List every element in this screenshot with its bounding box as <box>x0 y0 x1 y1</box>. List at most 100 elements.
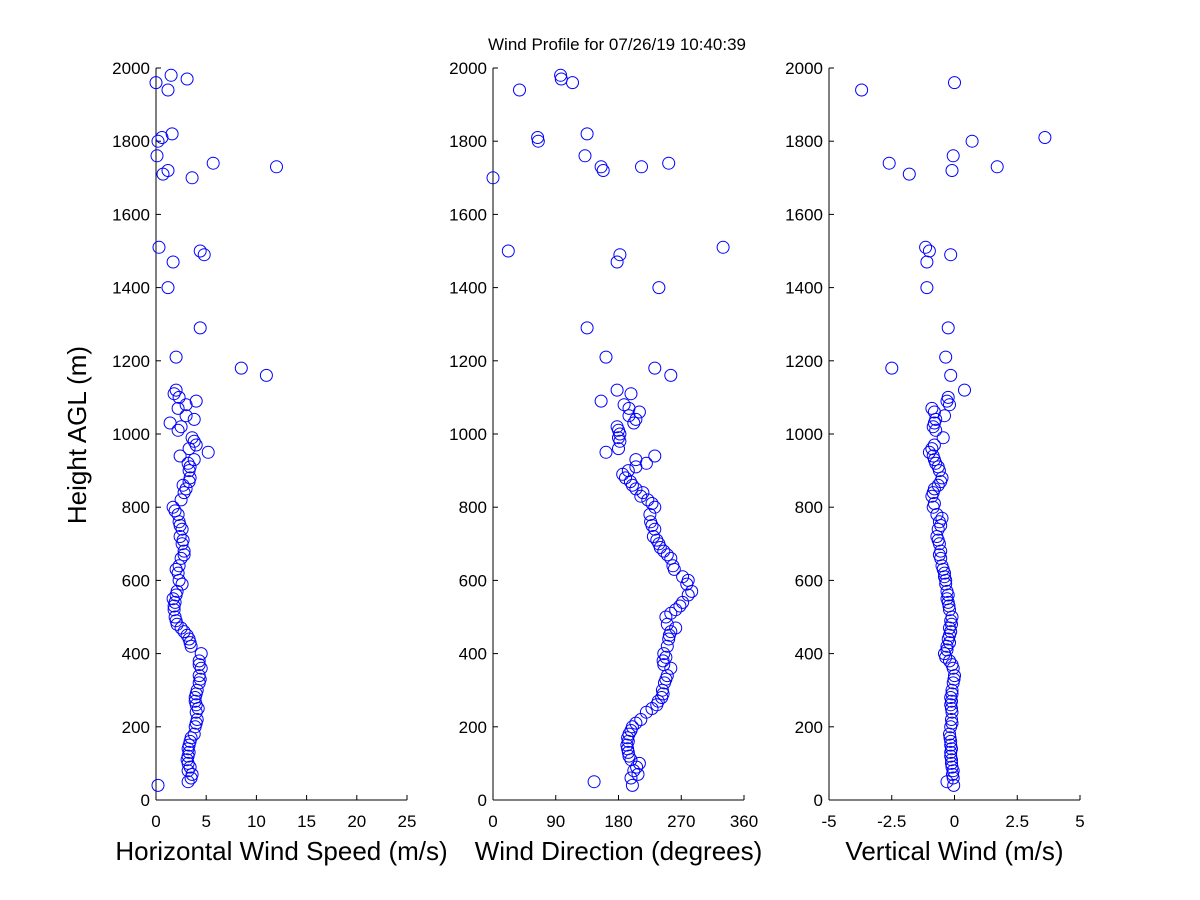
data-point-vertical <box>990 160 1004 174</box>
y-tick-label: 1800 <box>449 132 487 151</box>
data-point-direction <box>648 449 662 463</box>
data-point-vertical <box>958 383 971 397</box>
data-point-vertical <box>932 515 946 529</box>
y-tick-label: 800 <box>122 498 150 517</box>
data-point-direction <box>662 156 676 170</box>
data-point-speed <box>187 412 201 426</box>
data-point-speed <box>192 654 206 668</box>
y-tick-label: 1800 <box>785 132 823 151</box>
data-point-direction <box>641 493 655 507</box>
y-tick-label: 400 <box>122 645 150 664</box>
data-point-vertical <box>935 471 949 485</box>
data-point-direction <box>664 606 678 620</box>
data-point-speed <box>174 551 188 565</box>
data-point-direction <box>622 401 636 415</box>
x-tick-label: 5 <box>201 812 210 831</box>
data-point-direction <box>625 778 639 792</box>
x-tick-label: 0 <box>950 812 959 831</box>
data-point-speed <box>201 445 215 459</box>
data-point-speed <box>181 456 195 470</box>
data-point-speed <box>192 669 206 683</box>
data-point-direction <box>623 475 637 489</box>
data-point-direction <box>578 149 592 163</box>
data-point-speed <box>192 658 206 672</box>
data-point-speed <box>169 383 183 397</box>
data-point-vertical <box>947 778 961 792</box>
data-point-speed <box>176 533 190 547</box>
data-point-direction <box>625 478 639 492</box>
data-point-vertical <box>927 438 941 452</box>
data-point-speed <box>170 584 184 598</box>
y-tick-label: 800 <box>459 498 487 517</box>
data-point-speed <box>177 544 191 558</box>
data-point-speed <box>165 127 179 141</box>
y-tick-label: 0 <box>814 791 823 810</box>
data-point-speed <box>174 621 188 635</box>
data-point-vertical <box>932 464 946 478</box>
data-point-vertical <box>945 705 959 719</box>
data-point-speed <box>171 401 185 415</box>
data-point-direction <box>629 716 643 730</box>
data-point-speed <box>166 500 180 514</box>
data-point-speed <box>168 595 182 609</box>
data-point-speed <box>193 321 207 335</box>
data-point-vertical <box>944 749 958 763</box>
y-tick-label: 1400 <box>785 279 823 298</box>
data-point-direction <box>624 387 638 401</box>
data-point-speed <box>171 566 185 580</box>
data-point-vertical <box>944 368 958 382</box>
y-tick-label: 200 <box>795 718 823 737</box>
data-point-speed <box>179 398 193 412</box>
data-point-speed <box>183 460 197 474</box>
data-point-speed <box>189 394 203 408</box>
data-point-direction <box>669 603 683 617</box>
y-tick-label: 1600 <box>112 205 150 224</box>
data-point-speed <box>169 562 183 576</box>
panel-speed: 0 200 400 600 800 1000 1200 1400 1600 1800 2000 0 5 1… <box>112 59 448 866</box>
data-point-speed <box>152 240 166 254</box>
data-point-direction <box>664 661 678 675</box>
data-point-vertical <box>926 420 940 434</box>
figure-title: Wind Profile for 07/26/19 10:40:39 <box>488 35 746 54</box>
y-tick-label: 2000 <box>785 59 823 78</box>
data-point-direction <box>644 515 658 529</box>
data-point-speed <box>164 68 178 82</box>
y-tick-label: 600 <box>122 571 150 590</box>
data-point-speed <box>179 482 193 496</box>
data-point-speed <box>167 603 181 617</box>
data-point-direction <box>580 321 594 335</box>
data-point-direction <box>599 445 613 459</box>
data-point-speed <box>270 160 283 174</box>
data-point-speed <box>166 255 180 269</box>
data-point-speed <box>169 350 183 364</box>
data-point-direction <box>631 767 645 781</box>
data-point-speed <box>190 713 204 726</box>
data-point-direction <box>652 281 666 295</box>
data-point-vertical <box>945 683 959 697</box>
data-point-vertical <box>947 672 961 686</box>
data-point-vertical <box>945 716 959 730</box>
data-point-vertical <box>931 478 945 492</box>
data-point-direction <box>716 240 730 254</box>
data-point-direction <box>659 610 673 624</box>
data-point-vertical <box>902 167 916 181</box>
data-point-speed <box>180 628 194 642</box>
data-point-direction <box>513 83 526 97</box>
data-point-speed <box>197 248 211 262</box>
data-point-speed <box>183 760 197 774</box>
data-point-speed <box>185 431 199 445</box>
x-tick-label: 2.5 <box>1005 812 1029 831</box>
data-point-vertical <box>940 584 954 598</box>
y-tick-label: 200 <box>459 718 487 737</box>
data-point-direction <box>656 654 670 668</box>
x-tick-label: 15 <box>297 812 316 831</box>
data-point-direction <box>627 416 641 430</box>
data-point-speed <box>189 438 203 452</box>
data-point-speed <box>168 610 182 624</box>
data-point-vertical <box>940 643 954 657</box>
data-point-speed <box>172 559 186 573</box>
data-point-vertical <box>946 149 960 163</box>
data-point-direction <box>657 647 671 661</box>
data-point-vertical <box>941 390 955 404</box>
data-point-speed <box>172 390 186 404</box>
